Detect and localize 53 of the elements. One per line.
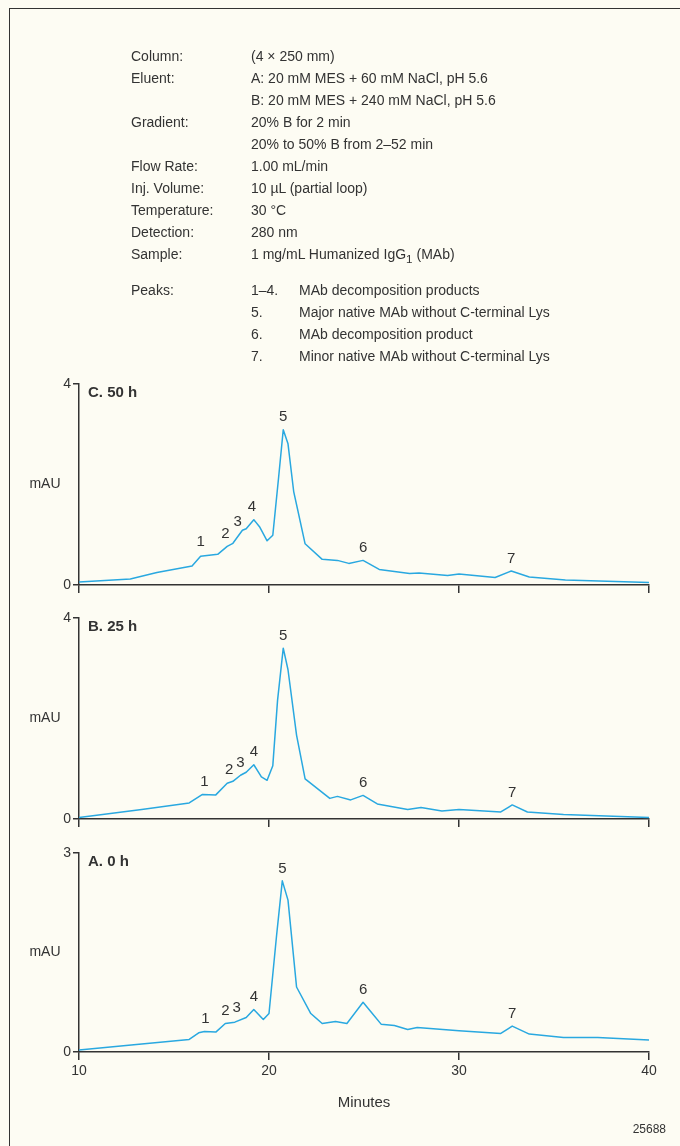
annotation: 7: [507, 548, 516, 566]
annotation: 1: [200, 772, 209, 790]
text: 5. Major native MAb without C-terminal Lys: [251, 303, 550, 320]
x-axis-title: Minutes: [337, 1093, 391, 1111]
annotation: 7: [508, 782, 517, 800]
text: 25688: [632, 1122, 667, 1137]
text: Detection: 280 nm: [131, 224, 298, 240]
annotation: 5: [279, 407, 288, 425]
x-tick-label: 40: [641, 1062, 657, 1079]
annotation: 4: [249, 742, 258, 760]
text: Eluent: A: 20 mM MES + 60 mM NaCl, pH 5.6: [131, 70, 488, 86]
annotation: 3: [233, 512, 242, 530]
annotation: 5: [278, 858, 287, 876]
text: B: 20 mM MES + 240 mM NaCl, pH 5.6: [251, 91, 497, 110]
text: 7. Minor native MAb without C-terminal Lys: [251, 347, 550, 364]
annotation: 3: [232, 998, 241, 1016]
y-tick-label: 0: [63, 575, 72, 592]
annotation: 7: [508, 1003, 517, 1021]
text: Temperature: 30 °C: [131, 202, 287, 218]
text: Peaks: 1–4. MAb decomposition products: [131, 281, 480, 298]
annotation: 3: [236, 752, 245, 770]
annotation: 4: [247, 497, 257, 515]
annotation: 5: [279, 625, 288, 643]
text: Sample: 1 mg/mL Humanized IgG$_{1}$ (MAb): [131, 246, 455, 265]
annotation: 2: [221, 1001, 230, 1019]
y-axis-title: mAU: [29, 709, 61, 726]
y-tick-label: 0: [63, 1042, 72, 1059]
annotation: 2: [221, 523, 230, 541]
annotation: 4: [249, 987, 258, 1005]
y-tick-label: 4: [63, 608, 72, 625]
annotation: 2: [224, 760, 234, 778]
text: Column: (4 × 250 mm): [131, 48, 335, 64]
y-tick-label: 3: [63, 843, 72, 860]
text: Flow Rate: 1.00 mL/min: [131, 158, 329, 174]
x-tick-label: 20: [261, 1062, 277, 1079]
y-axis-title: mAU: [29, 475, 61, 492]
y-tick-label: 0: [63, 809, 72, 826]
text: Gradient: 20% B for 2 min: [131, 114, 351, 130]
annotation: 6: [358, 538, 368, 556]
x-tick-label: 30: [451, 1062, 467, 1079]
text: 20% to 50% B from 2–52 min: [251, 135, 435, 154]
chart-title: A. 0 h: [88, 851, 129, 869]
chart-title: C. 50 h: [88, 382, 138, 400]
x-tick-label: 10: [71, 1062, 87, 1079]
y-tick-label: 4: [63, 374, 72, 391]
annotation: 6: [358, 979, 368, 997]
text: 6. MAb decomposition product: [251, 325, 473, 342]
y-axis-title: mAU: [29, 943, 61, 960]
text: Inj. Volume: 10 µL (partial loop): [131, 180, 368, 196]
annotation: 6: [358, 773, 368, 791]
annotation: 1: [201, 1009, 210, 1027]
chart-title: B. 25 h: [88, 616, 138, 634]
annotation: 1: [196, 532, 205, 550]
